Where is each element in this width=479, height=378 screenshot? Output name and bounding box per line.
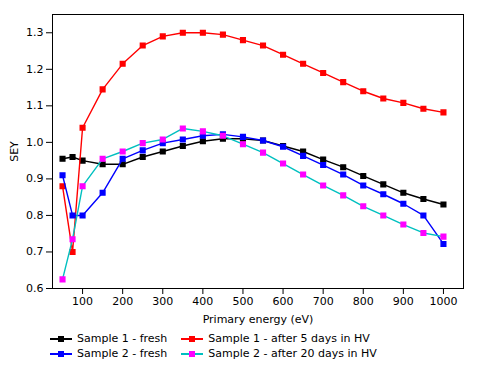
svg-text:700: 700 bbox=[313, 295, 334, 308]
svg-text:900: 900 bbox=[393, 295, 414, 308]
svg-text:Primary energy (eV): Primary energy (eV) bbox=[203, 313, 314, 326]
svg-text:300: 300 bbox=[152, 295, 173, 308]
svg-text:0.9: 0.9 bbox=[26, 172, 44, 185]
html-text:Sample 1 - after 5 days in HV: Sample 1 - after 5 days in HV bbox=[208, 332, 370, 345]
svg-text:1.3: 1.3 bbox=[26, 26, 44, 39]
html-text:Sample 1 - fresh: Sample 1 - fresh bbox=[77, 332, 168, 345]
svg-text:0.6: 0.6 bbox=[26, 282, 44, 295]
html-text:Sample 2 - after 20 days in HV: Sample 2 - after 20 days in HV bbox=[208, 347, 377, 360]
svg-text:100: 100 bbox=[72, 295, 93, 308]
svg-text:0.8: 0.8 bbox=[26, 209, 44, 222]
svg-text:1000: 1000 bbox=[429, 295, 457, 308]
svg-text:SEY: SEY bbox=[8, 141, 21, 162]
html-text:Sample 2 - fresh: Sample 2 - fresh bbox=[77, 347, 168, 360]
svg-text:400: 400 bbox=[192, 295, 213, 308]
svg-text:1.0: 1.0 bbox=[26, 136, 44, 149]
svg-text:1.2: 1.2 bbox=[26, 63, 44, 76]
svg-text:500: 500 bbox=[232, 295, 253, 308]
svg-text:600: 600 bbox=[273, 295, 294, 308]
svg-text:1.1: 1.1 bbox=[26, 99, 44, 112]
svg-text:200: 200 bbox=[112, 295, 133, 308]
svg-text:800: 800 bbox=[353, 295, 374, 308]
svg-text:0.7: 0.7 bbox=[26, 245, 44, 258]
